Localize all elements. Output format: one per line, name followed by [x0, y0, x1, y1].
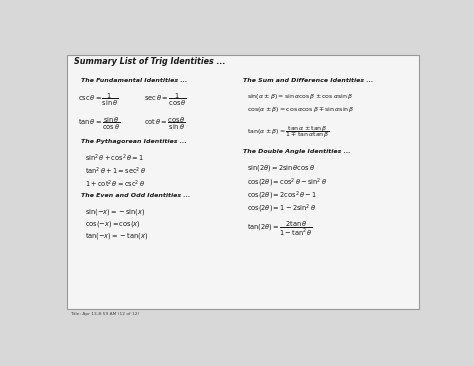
Text: $\sin(\alpha \pm \beta) = \sin\alpha\cos\beta \pm \cos\alpha\sin\beta$: $\sin(\alpha \pm \beta) = \sin\alpha\cos…: [246, 92, 353, 101]
Text: $\cos(2\theta) = 2\cos^2\theta - 1$: $\cos(2\theta) = 2\cos^2\theta - 1$: [246, 189, 317, 202]
Text: $\tan(\alpha \pm \beta) = \dfrac{\tan\alpha \pm \tan\beta}{1 \mp \tan\alpha\tan\: $\tan(\alpha \pm \beta) = \dfrac{\tan\al…: [246, 124, 329, 140]
FancyBboxPatch shape: [66, 55, 419, 309]
Text: $1 + \cot^2\theta = \csc^2\theta$: $1 + \cot^2\theta = \csc^2\theta$: [85, 178, 145, 190]
Text: $\tan(2\theta) = \dfrac{2\tan\theta}{1 - \tan^2\theta}$: $\tan(2\theta) = \dfrac{2\tan\theta}{1 -…: [246, 221, 312, 238]
Text: Summary List of Trig Identities ...: Summary List of Trig Identities ...: [74, 57, 226, 66]
Text: $\sin(2\theta) = 2\sin\theta\cos\theta$: $\sin(2\theta) = 2\sin\theta\cos\theta$: [246, 163, 315, 173]
Text: $\tan\theta = \dfrac{\sin\theta}{\cos\theta}$: $\tan\theta = \dfrac{\sin\theta}{\cos\th…: [78, 116, 120, 132]
Text: $\tan^2\theta + 1 = \sec^2\theta$: $\tan^2\theta + 1 = \sec^2\theta$: [85, 165, 146, 177]
Text: The Even and Odd Identities ...: The Even and Odd Identities ...: [82, 193, 191, 198]
Text: $\cot\theta = \dfrac{\cos\theta}{\sin\theta}$: $\cot\theta = \dfrac{\cos\theta}{\sin\th…: [144, 116, 186, 132]
Text: $\cos(-x) = \cos(x)$: $\cos(-x) = \cos(x)$: [85, 219, 140, 229]
Text: $\cos(\alpha \pm \beta) = \cos\alpha\cos\beta \mp \sin\alpha\sin\beta$: $\cos(\alpha \pm \beta) = \cos\alpha\cos…: [246, 105, 354, 114]
Text: The Fundamental Identities ...: The Fundamental Identities ...: [82, 78, 188, 83]
Text: $\tan(-x) = -\tan(x)$: $\tan(-x) = -\tan(x)$: [85, 231, 148, 241]
Text: $\sin(-x) = -\sin(x)$: $\sin(-x) = -\sin(x)$: [85, 206, 146, 217]
Text: $\csc\theta = \dfrac{1}{\sin\theta}$: $\csc\theta = \dfrac{1}{\sin\theta}$: [78, 92, 118, 108]
Text: $\cos(2\theta) = \cos^2\theta - \sin^2\theta$: $\cos(2\theta) = \cos^2\theta - \sin^2\t…: [246, 176, 327, 189]
Text: Title: Apr 13-8:59 AM (12 of 12): Title: Apr 13-8:59 AM (12 of 12): [70, 312, 139, 316]
Text: The Pythagorean Identities ...: The Pythagorean Identities ...: [82, 139, 187, 144]
Text: $\sin^2\theta + \cos^2\theta = 1$: $\sin^2\theta + \cos^2\theta = 1$: [85, 152, 144, 164]
Text: $\sec\theta = \dfrac{1}{\cos\theta}$: $\sec\theta = \dfrac{1}{\cos\theta}$: [144, 92, 186, 108]
Text: The Double Angle Identities ...: The Double Angle Identities ...: [243, 149, 351, 154]
Text: The Sum and Difference Identities ...: The Sum and Difference Identities ...: [243, 78, 374, 83]
Text: $\cos(2\theta) = 1 - 2\sin^2\theta$: $\cos(2\theta) = 1 - 2\sin^2\theta$: [246, 202, 316, 214]
